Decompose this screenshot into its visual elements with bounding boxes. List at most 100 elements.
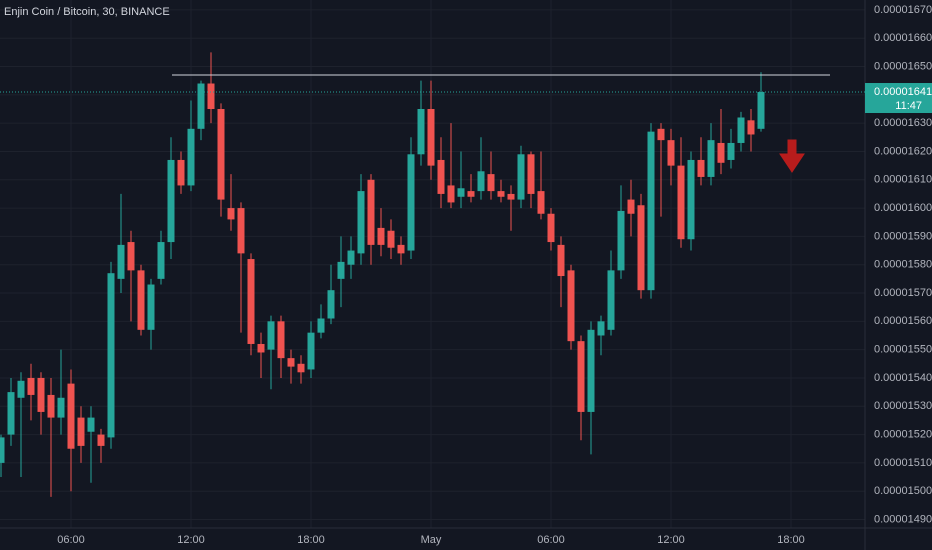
candle-body <box>87 417 95 432</box>
candle-body <box>167 159 175 243</box>
candle-body <box>77 417 85 446</box>
candle-body <box>37 377 45 412</box>
y-tick-label: 0.00001590 <box>874 230 932 242</box>
candle-body <box>207 83 215 109</box>
candle-body <box>157 242 165 279</box>
candle-body <box>467 191 475 197</box>
candle-body <box>567 270 575 342</box>
y-tick-label: 0.00001620 <box>874 145 932 157</box>
candle-body <box>497 191 505 197</box>
candle-body <box>607 270 615 330</box>
y-tick-label: 0.00001630 <box>874 117 932 129</box>
last-price-label: 0.00001641 <box>874 86 932 98</box>
candle-body <box>7 392 15 435</box>
candle-body <box>517 154 525 200</box>
candle-body <box>97 434 105 446</box>
candle-body <box>387 230 395 248</box>
candle-body <box>137 270 145 330</box>
candle-body <box>117 244 125 279</box>
candle-body <box>307 332 315 370</box>
candle-body <box>557 244 565 277</box>
candle-body <box>727 142 735 160</box>
candle-body <box>547 213 555 243</box>
candle-body <box>177 159 185 186</box>
candle-body <box>747 120 755 135</box>
candle-body <box>217 108 225 200</box>
y-tick-label: 0.00001570 <box>874 287 932 299</box>
candle-body <box>47 394 55 418</box>
x-tick-label: 18:00 <box>777 534 805 546</box>
candle-body <box>57 397 65 418</box>
y-tick-label: 0.00001510 <box>874 457 932 469</box>
candle-body <box>287 358 295 367</box>
y-tick-label: 0.00001540 <box>874 372 932 384</box>
candle-body <box>687 159 695 240</box>
y-tick-label: 0.00001580 <box>874 259 932 271</box>
candle-body <box>227 208 235 220</box>
candle-body <box>377 227 385 245</box>
candle-body <box>67 383 75 449</box>
candle-body <box>577 341 585 412</box>
candle-body <box>257 343 265 353</box>
candle-body <box>637 205 645 291</box>
candle-body <box>127 242 135 271</box>
y-tick-label: 0.00001490 <box>874 513 932 525</box>
y-tick-label: 0.00001670 <box>874 4 932 16</box>
y-tick-label: 0.00001600 <box>874 202 932 214</box>
y-tick-label: 0.00001530 <box>874 400 932 412</box>
candle-body <box>17 380 25 398</box>
candle-body <box>317 318 325 333</box>
candle-body <box>457 188 465 197</box>
candle-body <box>757 92 765 129</box>
last-price-box <box>865 83 932 114</box>
down-arrow <box>779 139 805 173</box>
candle-body <box>617 210 625 271</box>
candle-body <box>627 199 635 214</box>
candle-body <box>717 142 725 163</box>
y-tick-label: 0.00001650 <box>874 60 932 72</box>
candle-body <box>667 140 675 166</box>
candle-body <box>427 108 435 166</box>
y-tick-label: 0.00001560 <box>874 315 932 327</box>
candle-body <box>397 244 405 254</box>
x-tick-label: 12:00 <box>177 534 205 546</box>
candle-body <box>347 250 355 265</box>
x-tick-label: May <box>421 534 442 546</box>
candle-body <box>417 108 425 155</box>
chart-title: Enjin Coin / Bitcoin, 30, BINANCE <box>4 6 170 18</box>
candle-body <box>537 191 545 214</box>
y-tick-label: 0.00001500 <box>874 485 932 497</box>
candle-body <box>267 321 275 350</box>
candles <box>0 52 765 497</box>
candle-body <box>247 259 255 344</box>
candle-body <box>507 193 515 200</box>
candle-body <box>187 128 195 186</box>
candle-body <box>477 171 485 192</box>
x-tick-label: 06:00 <box>57 534 85 546</box>
candle-body <box>647 131 655 291</box>
candle-body <box>657 128 665 141</box>
candle-body <box>147 284 155 330</box>
y-tick-label: 0.00001660 <box>874 32 932 44</box>
candle-body <box>337 261 345 279</box>
candle-body <box>597 321 605 336</box>
candle-body <box>697 159 705 177</box>
candle-body <box>277 321 285 359</box>
candle-body <box>197 83 205 129</box>
y-tick-label: 0.00001550 <box>874 344 932 356</box>
candle-body <box>0 437 5 463</box>
candle-body <box>27 377 35 395</box>
candle-body <box>297 363 305 373</box>
candle-body <box>527 154 535 194</box>
candle-body <box>447 185 455 203</box>
candle-body <box>437 159 445 194</box>
x-tick-label: 06:00 <box>537 534 565 546</box>
candle-body <box>237 208 245 254</box>
candle-body <box>327 290 335 319</box>
x-tick-label: 18:00 <box>297 534 325 546</box>
candle-body <box>107 273 115 438</box>
candle-body <box>587 329 595 412</box>
countdown-label: 11:47 <box>895 100 922 112</box>
